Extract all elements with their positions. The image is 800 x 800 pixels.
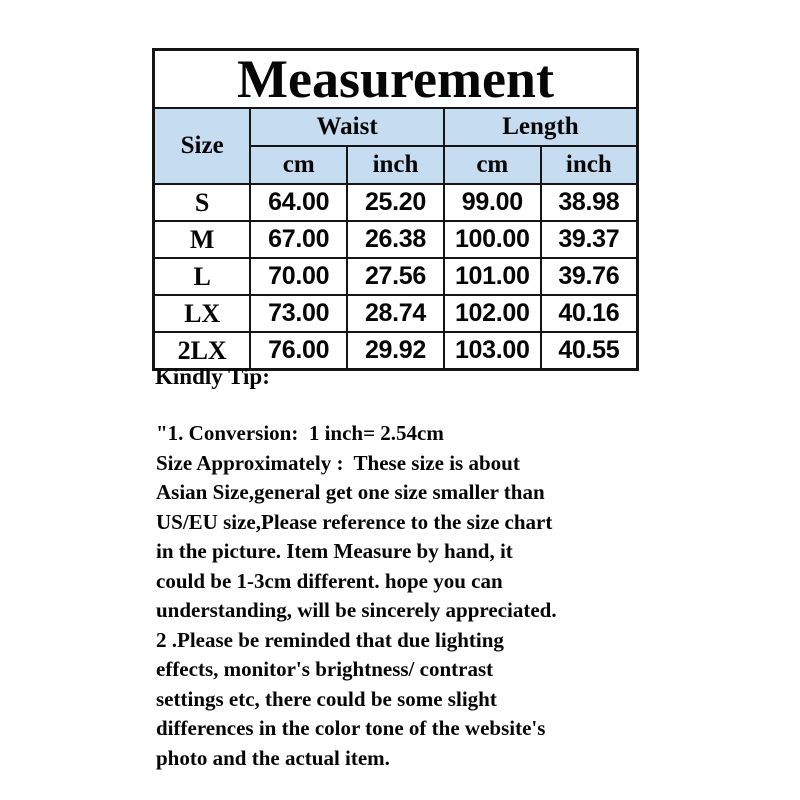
waist-cm-cell: 73.00 (249, 294, 349, 333)
column-header-length: Length (442, 107, 639, 147)
size-cell: L (152, 257, 252, 296)
length-cm-cell: 100.00 (442, 220, 542, 259)
waist-cm-cell: 76.00 (249, 331, 349, 371)
waist-cm-cell: 70.00 (249, 257, 349, 296)
length-inch-cell: 40.55 (539, 331, 639, 371)
waist-inch-cell: 27.56 (346, 257, 445, 296)
waist-inch-cell: 25.20 (346, 183, 445, 222)
waist-inch-cell: 29.92 (346, 331, 445, 371)
length-cm-cell: 103.00 (442, 331, 542, 371)
unit-header-length-inch: inch (539, 145, 639, 185)
table-row: M 67.00 26.38 100.00 39.37 (152, 220, 639, 259)
length-cm-cell: 101.00 (442, 257, 542, 296)
length-cm-cell: 102.00 (442, 294, 542, 333)
length-inch-cell: 39.76 (539, 257, 639, 296)
size-cell: S (152, 183, 252, 222)
measurement-table: Measurement Size Waist Length cm inch cm… (152, 48, 639, 371)
page-title: Measurement (152, 48, 639, 109)
length-inch-cell: 38.98 (539, 183, 639, 222)
waist-cm-cell: 64.00 (249, 183, 349, 222)
kindly-tip-heading: Kindly Tip: (155, 364, 270, 389)
table-row: LX 73.00 28.74 102.00 40.16 (152, 294, 639, 333)
column-header-waist: Waist (249, 107, 445, 147)
table-row: S 64.00 25.20 99.00 38.98 (152, 183, 639, 222)
length-cm-cell: 99.00 (442, 183, 542, 222)
size-cell: LX (152, 294, 252, 333)
kindly-tip-body: "1. Conversion: 1 inch= 2.54cm Size Appr… (156, 421, 557, 770)
column-header-size: Size (152, 107, 252, 185)
table-row: 2LX 76.00 29.92 103.00 40.55 (152, 331, 639, 371)
unit-header-length-cm: cm (442, 145, 542, 185)
length-inch-cell: 39.37 (539, 220, 639, 259)
size-cell: M (152, 220, 252, 259)
waist-inch-cell: 26.38 (346, 220, 445, 259)
title-row: Measurement (152, 48, 639, 109)
length-inch-cell: 40.16 (539, 294, 639, 333)
size-cell: 2LX (152, 331, 252, 371)
unit-header-waist-inch: inch (346, 145, 445, 185)
waist-inch-cell: 28.74 (346, 294, 445, 333)
header-row-units: cm inch cm inch (154, 145, 639, 185)
waist-cm-cell: 67.00 (249, 220, 349, 259)
unit-header-waist-cm: cm (249, 145, 349, 185)
header-row-groups: Size Waist Length (152, 107, 639, 185)
table-row: L 70.00 27.56 101.00 39.76 (152, 257, 639, 296)
